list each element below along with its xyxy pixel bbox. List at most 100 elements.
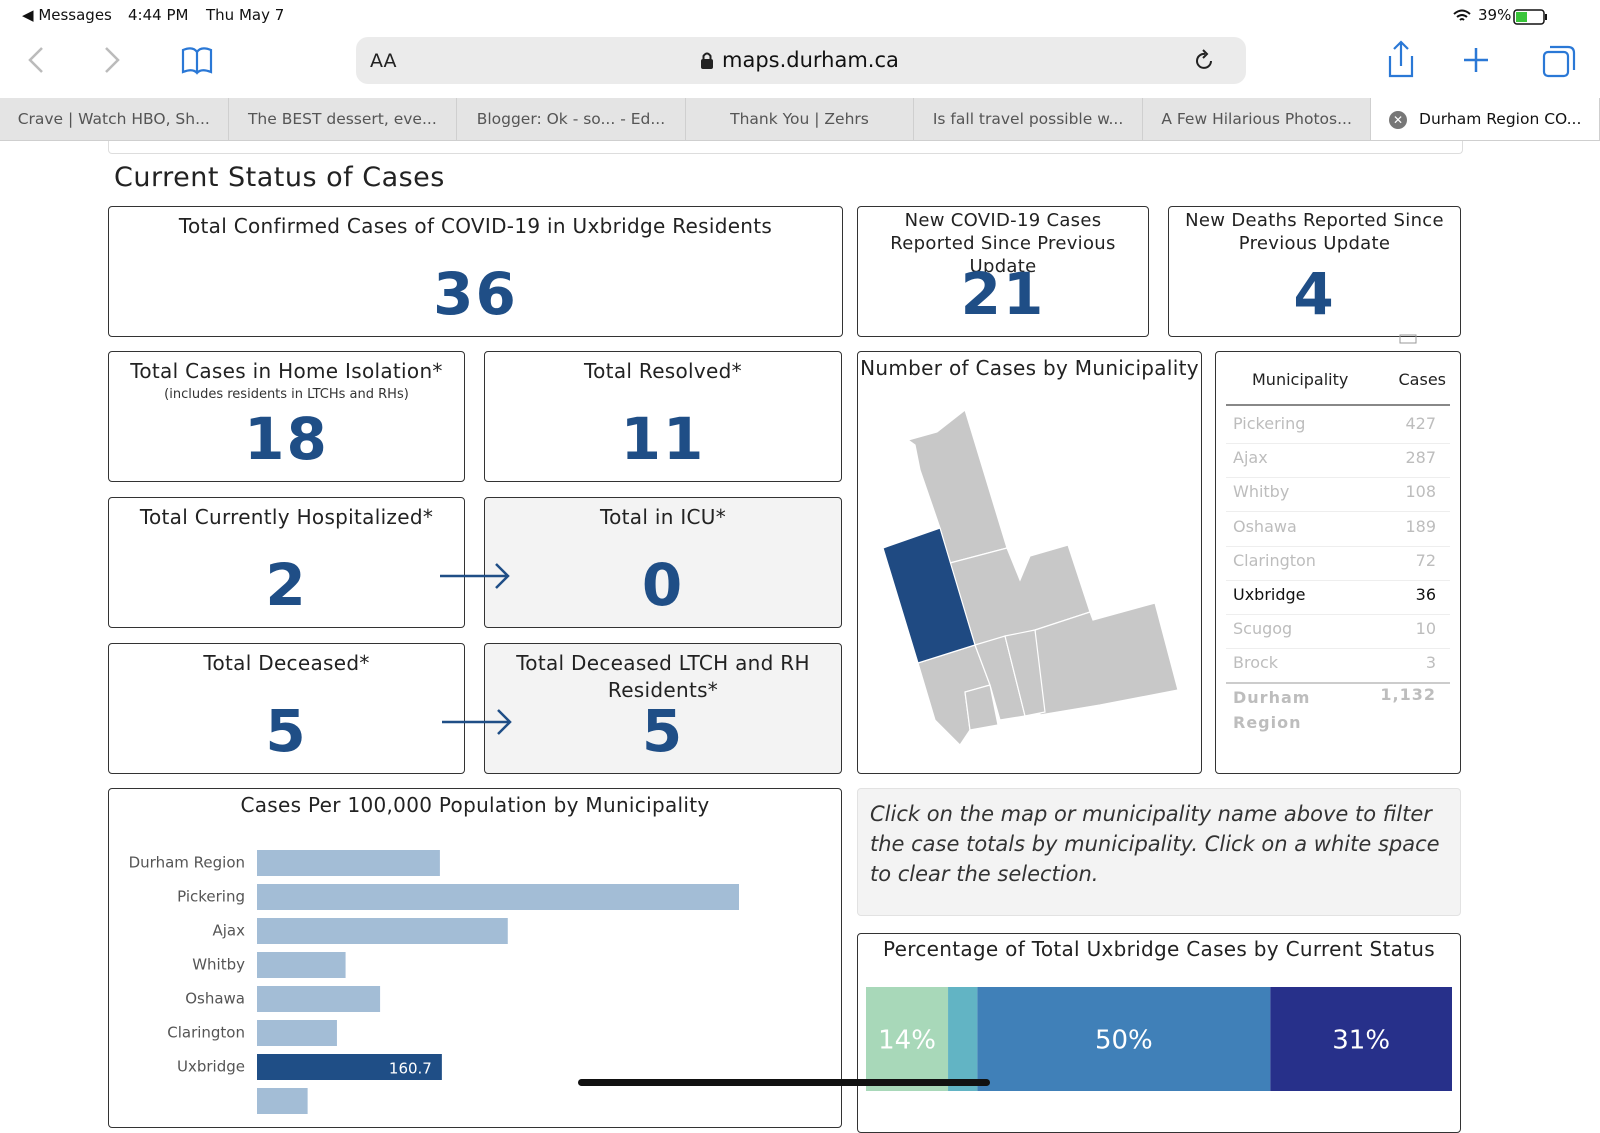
back-app-label: Messages [38,6,112,24]
table-header-rule [1226,404,1450,406]
card-value: 4 [1293,260,1336,328]
table-panel: Municipality Cases Pickering 427 Ajax 287 Whit… [1215,351,1461,774]
case-count: 427 [1405,414,1436,433]
category-label: Clarington [167,1024,245,1042]
divider [0,140,1600,141]
card-value: 0 [641,551,685,619]
row-rule [1226,511,1450,513]
stat-card: New Deaths Reported Since Previous Updat… [1168,206,1461,337]
category-label: Durham Region [129,854,245,872]
tab-title: Is fall travel possible w... [932,110,1124,128]
tab-title: Thank You | Zehrs [730,110,869,128]
home-indicator [578,1079,990,1086]
bar-chart-title: Cases Per 100,000 Population by Municipa… [240,793,710,817]
municipality-name[interactable]: Clarington [1233,550,1316,570]
back-button[interactable] [28,47,43,73]
section-title: Current Status of Cases [114,162,445,193]
row-rule [1226,545,1450,547]
tab-title: A Few Hilarious Photos... [1161,110,1352,128]
stat-card: Total Resolved* 11 [484,351,842,482]
category-label: Oshawa [185,990,245,1008]
date: Thu May 7 [206,6,285,24]
tab-title: Durham Region CO... [1419,110,1582,128]
data-label: 160.7 [389,1060,432,1078]
browser-tab[interactable]: Thank You | Zehrs [685,98,915,140]
arrows [440,563,512,735]
category-label: Whitby [192,956,245,974]
map-region-selected[interactable] [882,527,976,664]
bookmarks-button[interactable] [181,47,213,75]
close-tab[interactable]: ✕ [1389,110,1408,129]
tab-title: The BEST dessert, eve... [247,110,437,128]
browser-tab[interactable]: Is fall travel possible w... [914,98,1143,140]
card-title: Total Cases in Home Isolation* [130,359,443,383]
table-total-rule [1226,682,1450,684]
card-value: 5 [641,697,685,765]
case-count: 108 [1405,482,1436,502]
new-tab-button[interactable] [1464,48,1488,72]
segment-label: 14% [878,1026,936,1056]
segment-label: 50% [1095,1026,1153,1056]
text-size-button[interactable]: AA [370,50,397,72]
bar [257,986,381,1012]
map-region[interactable] [974,635,1026,721]
stacked-chart-title: Percentage of Total Uxbridge Cases by Cu… [883,937,1435,961]
card-value: 5 [265,697,308,765]
stat-card: Total Currently Hospitalized* 2 [108,497,465,628]
category-label: Ajax [213,922,246,940]
map-region[interactable] [1004,629,1046,717]
card-value: 11 [620,405,706,473]
back-app[interactable]: ◀ Messages [22,6,112,24]
stat-card: Total Confirmed Cases of COVID-19 in Uxb… [108,206,843,337]
browser-tab[interactable]: ✕ Durham Region CO... [1371,98,1600,140]
municipality-name[interactable]: Scugog [1233,619,1293,639]
tabs-button[interactable] [1542,45,1576,78]
municipality-name[interactable]: Pickering [1233,414,1306,433]
municipality-name[interactable]: Oshawa [1233,516,1297,536]
share-button[interactable] [1388,40,1414,78]
municipality-name[interactable]: Uxbridge [1233,585,1306,604]
address-bar[interactable]: AA maps.durham.ca [356,37,1246,84]
browser-tab[interactable]: A Few Hilarious Photos... [1142,98,1372,140]
tab-title: Blogger: Ok - so... - Ed... [476,110,666,128]
card-title: New COVID-19 Cases Reported Since Previo… [890,210,1116,277]
case-count: 3 [1425,653,1436,673]
bar [257,884,739,910]
card-title: New Deaths Reported Since Previous Updat… [1185,210,1444,254]
category-label: Uxbridge [177,1058,245,1076]
column-header: Municipality [1252,370,1349,389]
municipality-name[interactable]: Brock [1233,653,1279,673]
municipality-map[interactable] [882,408,1179,746]
browser-tab[interactable]: The BEST dessert, eve... [228,98,458,140]
segment-label: 31% [1332,1026,1390,1056]
card-subtitle: (includes residents in LTCHs and RHs) [164,387,409,402]
card-value: 21 [960,260,1046,328]
segment [1270,987,1452,1091]
card-title: Total Resolved* [584,359,742,383]
forward-button[interactable] [105,47,120,73]
status-icons [1453,9,1547,25]
case-count: 189 [1405,516,1436,536]
card-value: 2 [265,551,308,619]
total-name: Durham Region [1233,688,1311,732]
row-rule [1226,477,1450,479]
segment [948,987,978,1091]
browser-tab[interactable]: Crave | Watch HBO, Sh... [0,98,229,140]
focus-icon[interactable] [1399,334,1417,344]
map-region[interactable] [964,684,999,731]
card-title: Total in ICU* [599,505,727,529]
row-rule [1226,579,1450,581]
time: 4:44 PM [128,6,189,24]
bar [257,918,508,944]
browser-tab[interactable]: Blogger: Ok - so... - Ed... [457,98,686,140]
column-header: Cases [1398,370,1447,389]
stat-card: Total Cases in Home Isolation* (includes … [108,351,465,482]
municipality-name[interactable]: Ajax [1233,448,1268,468]
reload-button[interactable] [1192,49,1216,73]
map-title: Number of Cases by Municipality [860,356,1199,380]
row-rule [1226,614,1450,615]
map-region[interactable] [1034,602,1179,716]
card-title: Total Deceased LTCH and RH Residents* [516,651,810,702]
municipality-name[interactable]: Whitby [1233,482,1290,502]
